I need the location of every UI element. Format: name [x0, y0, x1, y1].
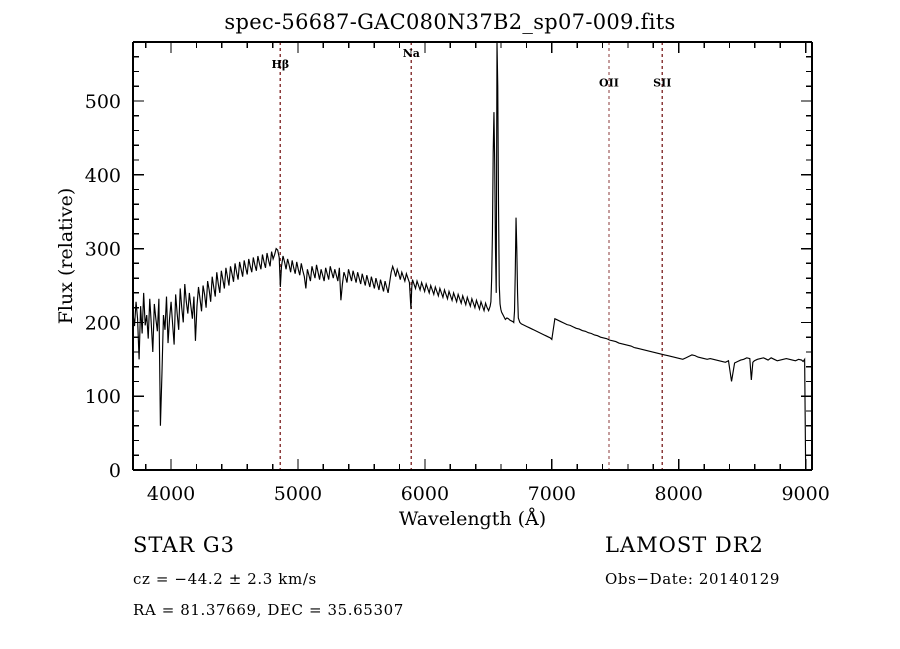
- coordinates-label: RA = 81.37669, DEC = 35.65307: [133, 601, 404, 619]
- annotation-OII: OII: [599, 76, 619, 89]
- survey-label: LAMOST DR2: [605, 533, 764, 557]
- y-axis-label: Flux (relative): [55, 188, 77, 325]
- y-tick-label: 0: [109, 460, 121, 482]
- spectrum-trace: [133, 42, 807, 470]
- x-tick-label: 9000: [781, 483, 829, 505]
- y-tick-label: 300: [85, 239, 121, 261]
- x-tick-label: 6000: [401, 483, 449, 505]
- y-tick-label: 100: [85, 386, 121, 408]
- annotation-H: Hβ: [271, 58, 289, 71]
- y-tick-label: 200: [85, 312, 121, 334]
- x-tick-label: 7000: [528, 483, 576, 505]
- x-axis-label: Wavelength (Å): [399, 508, 546, 530]
- object-class-label: STAR G3: [133, 533, 236, 557]
- figure-title: spec-56687-GAC080N37B2_sp07-009.fits: [224, 10, 676, 34]
- redshift-velocity-label: cz = −44.2 ± 2.3 km/s: [133, 570, 317, 588]
- annotation-SII: SII: [653, 76, 671, 89]
- obs-date-label: Obs−Date: 20140129: [605, 570, 781, 588]
- x-tick-label: 4000: [147, 483, 195, 505]
- y-tick-label: 400: [85, 165, 121, 187]
- x-tick-label: 5000: [274, 483, 322, 505]
- x-tick-label: 8000: [655, 483, 703, 505]
- annotation-Na: Na: [403, 47, 420, 60]
- y-tick-label: 500: [85, 91, 121, 113]
